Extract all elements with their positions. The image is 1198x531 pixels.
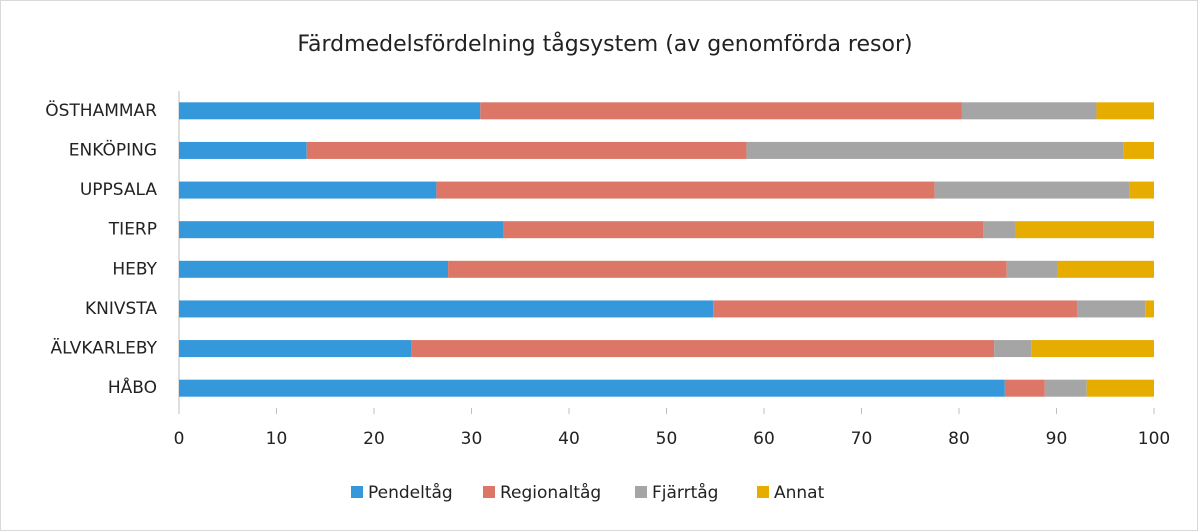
bar-segment [1123, 141, 1154, 159]
bar-segment [1145, 300, 1154, 318]
bar-segment [1096, 102, 1154, 120]
bar-segment [179, 260, 449, 278]
bar-segment [179, 221, 504, 239]
bar-segment [179, 300, 714, 318]
x-tick-label: 0 [174, 429, 185, 449]
bar-segment [713, 300, 1077, 318]
bar-segment [436, 181, 935, 199]
x-tick-label: 10 [266, 429, 288, 449]
x-tick-label: 40 [558, 429, 580, 449]
bar-segment [961, 102, 1097, 120]
bar-segment [179, 340, 412, 358]
bar-segment [1006, 260, 1058, 278]
bar-segment [179, 379, 1005, 397]
legend-swatch [483, 486, 495, 498]
bar-segment [1076, 300, 1146, 318]
bar-segment [1044, 379, 1087, 397]
x-tick-label: 100 [1138, 429, 1170, 449]
legend-label: Fjärrtåg [652, 482, 718, 503]
x-tick-label: 70 [851, 429, 873, 449]
bar-segment [503, 221, 984, 239]
bar-segment [179, 102, 481, 120]
y-tick-label: KNIVSTA [85, 299, 157, 319]
bar-segment [1086, 379, 1154, 397]
y-tick-label: ENKÖPING [69, 138, 157, 160]
bar-segment [1004, 379, 1045, 397]
bar-segment [746, 141, 1124, 159]
x-tick-label: 20 [363, 429, 385, 449]
y-tick-label: ÄLVKARLEBY [51, 338, 158, 359]
x-tick-label: 90 [1046, 429, 1068, 449]
bar-segment [934, 181, 1130, 199]
bar-segment [306, 141, 747, 159]
bar-segment [179, 141, 307, 159]
y-tick-label: HÅBO [108, 376, 157, 398]
y-tick-label: TIERP [108, 220, 157, 240]
legend-swatch [635, 486, 647, 498]
bar-segment [1031, 340, 1154, 358]
bar-segment [179, 181, 437, 199]
legend-swatch [351, 486, 363, 498]
y-tick-label: UPPSALA [80, 180, 158, 200]
bar-segment [411, 340, 995, 358]
bar-segment [448, 260, 1007, 278]
bar-segment [983, 221, 1016, 239]
x-tick-label: 30 [461, 429, 483, 449]
bar-segment [480, 102, 962, 120]
y-tick-label: ÖSTHAMMAR [45, 99, 157, 121]
y-tick-label: HEBY [112, 259, 157, 279]
legend-label: Regionaltåg [500, 482, 601, 503]
bar-segment [994, 340, 1032, 358]
legend-swatch [757, 486, 769, 498]
chart-title: Färdmedelsfördelning tågsystem (av genom… [297, 31, 912, 57]
legend-label: Annat [774, 483, 825, 503]
x-tick-label: 60 [753, 429, 775, 449]
bar-segment [1015, 221, 1154, 239]
bar-segment [1129, 181, 1154, 199]
legend-label: Pendeltåg [368, 482, 453, 503]
x-tick-label: 80 [948, 429, 970, 449]
bar-segment [1057, 260, 1154, 278]
x-tick-label: 50 [656, 429, 678, 449]
